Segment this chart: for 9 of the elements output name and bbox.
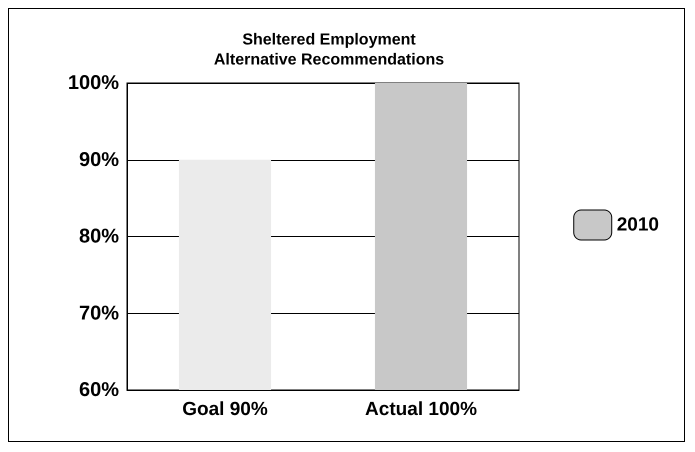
chart-title: Sheltered Employment Alternative Recommendations: [214, 32, 444, 68]
x-tick-label: Goal 90%: [182, 399, 268, 420]
y-tick-label: 90%: [78, 148, 120, 171]
x-tick-label: Actual 100%: [365, 399, 478, 420]
y-tick-label: 80%: [78, 226, 120, 248]
legend-label: 2010: [616, 214, 660, 236]
y-tick-label: 70%: [78, 302, 120, 324]
y-tick-label: 60%: [78, 379, 120, 401]
y-tick-label: 100%: [68, 72, 120, 94]
